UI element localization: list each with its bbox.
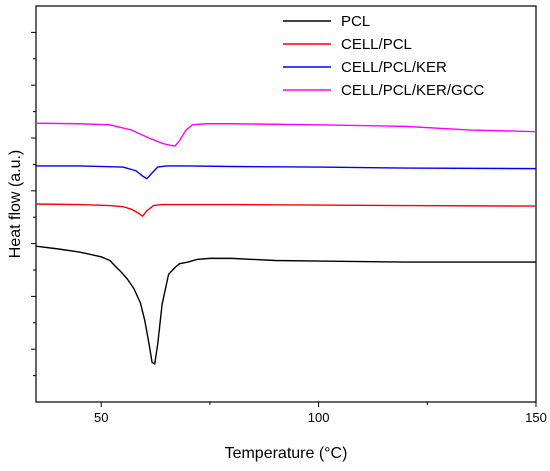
y-axis-ticks — [31, 31, 36, 377]
y-axis-title: Heat flow (a.u.) — [7, 150, 24, 258]
x-axis-tick-labels: 50 100 150 — [94, 410, 547, 425]
series-line-4 — [35, 122, 537, 147]
plot-frame — [35, 5, 537, 403]
legend-label: CELL/PCL/KER — [341, 59, 447, 76]
x-axis-title: Temperature (°C) — [225, 445, 348, 462]
x-tick-label: 50 — [94, 410, 108, 425]
legend-label: PCL — [341, 13, 370, 30]
legend-label: CELL/PCL/KER/GCC — [341, 82, 485, 99]
plot-area-border — [35, 5, 537, 403]
x-tick-label: 100 — [308, 410, 330, 425]
series-line-1 — [35, 245, 536, 365]
x-tick-label: 150 — [525, 410, 547, 425]
x-axis-ticks — [100, 402, 537, 407]
legend: PCL CELL/PCL CELL/PCL/KER CELL/PCL/KER/GCC — [283, 13, 485, 99]
series-lines — [35, 122, 537, 365]
series-line-3 — [36, 165, 537, 180]
series-line-2 — [35, 203, 537, 217]
legend-label: CELL/PCL — [341, 36, 412, 53]
